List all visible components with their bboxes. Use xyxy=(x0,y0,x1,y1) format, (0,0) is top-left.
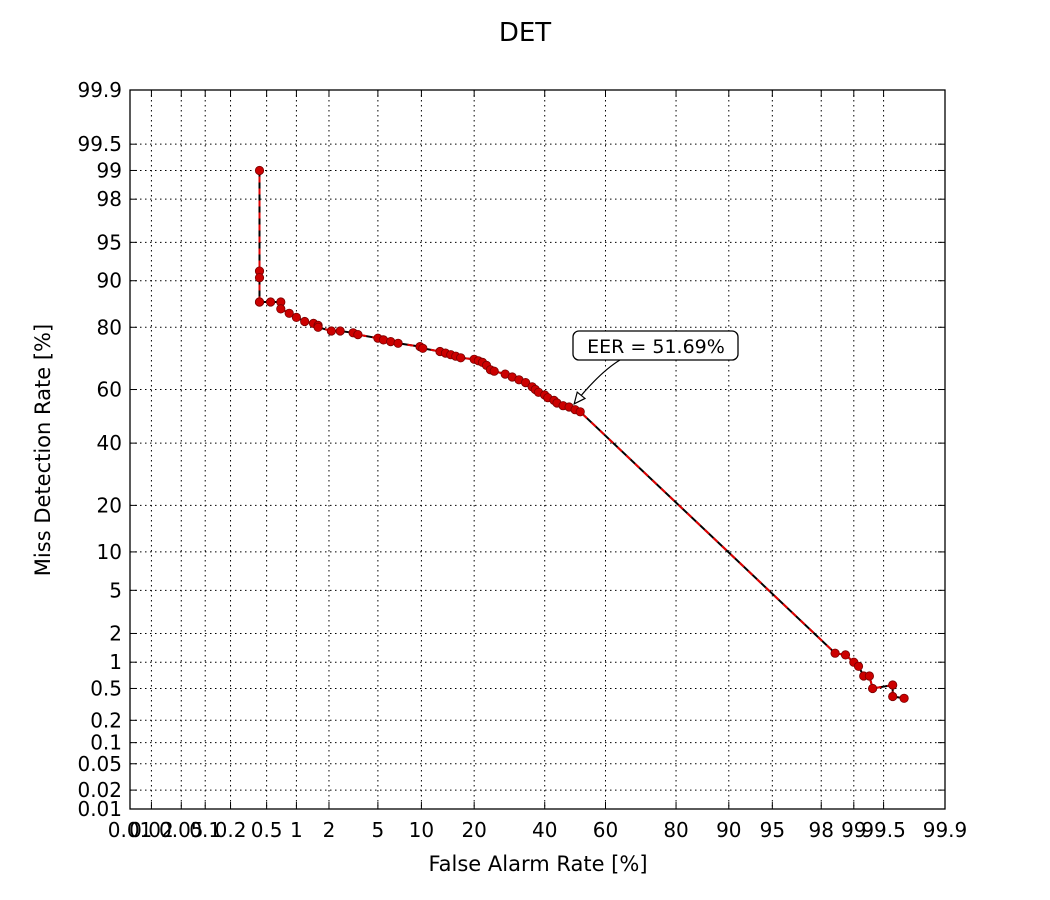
y-tick-label: 5 xyxy=(109,578,122,602)
y-tick-label: 98 xyxy=(97,187,122,211)
y-tick-label: 99.9 xyxy=(77,78,122,102)
x-tick-label: 0.1 xyxy=(189,818,221,842)
y-tick-label: 40 xyxy=(97,431,122,455)
x-tick-label: 0.02 xyxy=(129,818,174,842)
y-tick-label: 1 xyxy=(109,650,122,674)
y-tick-label: 20 xyxy=(97,493,122,517)
data-point xyxy=(386,336,396,347)
y-tick-label: 0.5 xyxy=(90,676,122,700)
y-tick-label: 60 xyxy=(97,378,122,402)
data-point xyxy=(265,297,276,307)
y-tick-label: 0.1 xyxy=(90,731,122,755)
y-tick-label: 10 xyxy=(97,540,122,564)
x-tick-label: 99.5 xyxy=(861,818,906,842)
det-curve-line xyxy=(258,170,905,700)
data-point xyxy=(575,407,585,417)
x-tick-label: 10 xyxy=(409,818,434,842)
x-tick-label: 99 xyxy=(841,818,866,842)
data-point xyxy=(867,683,878,694)
data-point xyxy=(864,671,875,681)
eer-arrowhead xyxy=(573,391,587,405)
data-point xyxy=(830,648,840,658)
x-tick-label: 60 xyxy=(593,818,618,842)
data-point xyxy=(284,308,294,318)
x-tick-label: 1 xyxy=(290,818,303,842)
data-point xyxy=(300,316,310,327)
y-tick-label: 0.05 xyxy=(77,752,122,776)
data-point xyxy=(254,273,265,283)
data-point xyxy=(840,650,851,660)
data-point xyxy=(326,326,336,336)
x-tick-label: 0.2 xyxy=(215,818,247,842)
data-point xyxy=(520,377,531,388)
x-axis-label: False Alarm Rate [%] xyxy=(428,852,647,876)
data-point xyxy=(291,312,301,322)
x-tick-label: 80 xyxy=(663,818,688,842)
y-tick-label: 95 xyxy=(97,230,122,254)
data-point xyxy=(853,661,864,671)
y-tick-label: 99.5 xyxy=(77,132,122,156)
data-point xyxy=(418,343,428,353)
data-point xyxy=(899,693,909,703)
series-layer xyxy=(254,165,909,703)
eer-label: EER = 51.69% xyxy=(587,336,725,358)
y-axis-label: Miss Detection Rate [%] xyxy=(31,324,55,576)
x-tick-label: 0.01 xyxy=(108,818,153,842)
y-tick-label: 90 xyxy=(97,269,122,293)
x-tick-label: 5 xyxy=(372,818,385,842)
data-point xyxy=(313,322,323,332)
x-tick-label: 0.05 xyxy=(159,818,204,842)
plot-frame xyxy=(129,89,946,810)
x-tick-label: 0.5 xyxy=(251,818,283,842)
data-point xyxy=(489,366,499,376)
y-tick-label: 0.02 xyxy=(77,778,122,802)
y-tick-label: 80 xyxy=(97,315,122,339)
chart-title: DET xyxy=(499,18,551,48)
data-point xyxy=(353,329,363,340)
x-tick-label: 90 xyxy=(716,818,741,842)
grid xyxy=(129,89,946,810)
eer-label-box xyxy=(572,330,739,361)
y-tick-label: 99 xyxy=(97,158,122,182)
eer-annotation: EER = 51.69% xyxy=(572,330,739,405)
y-tick-label: 0.2 xyxy=(90,708,122,732)
det-curve-dash xyxy=(258,170,905,700)
data-point xyxy=(254,297,265,307)
x-tick-label: 20 xyxy=(461,818,486,842)
x-tick-label: 98 xyxy=(809,818,834,842)
data-point xyxy=(888,691,898,702)
axis-ticks: 0.010.020.050.10.2 0.5 1 2 5 10 20 40 60 80 90 95 98… xyxy=(77,78,967,842)
data-point xyxy=(276,304,286,314)
data-point xyxy=(254,165,265,176)
data-point xyxy=(456,353,466,363)
x-tick-label: 40 xyxy=(532,818,557,842)
data-point xyxy=(888,680,898,690)
x-tick-label: 99.9 xyxy=(923,818,968,842)
x-tick-label: 95 xyxy=(760,818,785,842)
data-point xyxy=(335,326,345,336)
y-tick-label: 2 xyxy=(109,621,122,645)
data-point xyxy=(393,338,403,348)
y-tick-label: 0.01 xyxy=(77,797,122,821)
x-tick-label: 2 xyxy=(323,818,336,842)
